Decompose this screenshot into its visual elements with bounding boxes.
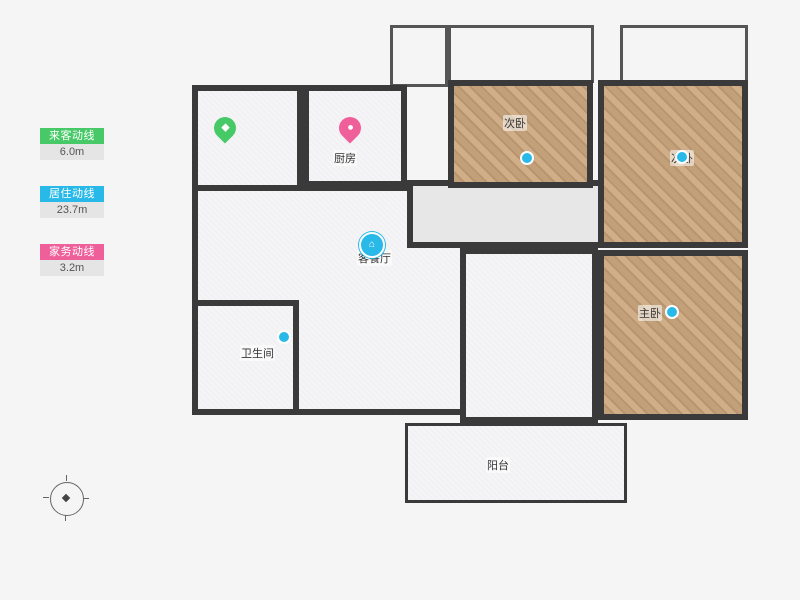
compass-icon xyxy=(46,478,86,518)
room-label-bath: 卫生间 xyxy=(240,345,275,361)
room-label-kitchen: 厨房 xyxy=(333,150,357,166)
legend-value-guest: 6.0m xyxy=(40,144,104,160)
path-endpoint xyxy=(675,150,689,164)
top-slot xyxy=(620,25,748,83)
room-passage xyxy=(407,180,607,248)
top-slot xyxy=(390,25,448,87)
legend-value-chores: 3.2m xyxy=(40,260,104,276)
legend: 来客动线 6.0m 居住动线 23.7m 家务动线 3.2m xyxy=(40,128,104,302)
room-balcony xyxy=(405,423,627,503)
marker-guest: ◆ xyxy=(214,117,236,145)
hub-living: ⌂ xyxy=(359,232,385,258)
top-slot xyxy=(448,25,594,83)
path-endpoint xyxy=(277,330,291,344)
room-label-balcony: 阳台 xyxy=(486,457,510,473)
room-master xyxy=(598,250,748,420)
room-bed2a xyxy=(448,80,593,188)
legend-item-guest: 来客动线 6.0m xyxy=(40,128,104,160)
legend-item-living: 居住动线 23.7m xyxy=(40,186,104,218)
room-col xyxy=(460,248,598,423)
legend-value-living: 23.7m xyxy=(40,202,104,218)
legend-item-chores: 家务动线 3.2m xyxy=(40,244,104,276)
room-label-master: 主卧 xyxy=(638,305,662,321)
path-endpoint xyxy=(520,151,534,165)
floor-plan: 厨房客餐厅卫生间次卧次卧主卧阳台◆●⌂ xyxy=(180,25,755,565)
legend-color-guest: 来客动线 xyxy=(40,128,104,144)
path-endpoint xyxy=(665,305,679,319)
room-label-bed2a: 次卧 xyxy=(503,115,527,131)
legend-color-living: 居住动线 xyxy=(40,186,104,202)
marker-chores: ● xyxy=(339,117,361,145)
legend-color-chores: 家务动线 xyxy=(40,244,104,260)
